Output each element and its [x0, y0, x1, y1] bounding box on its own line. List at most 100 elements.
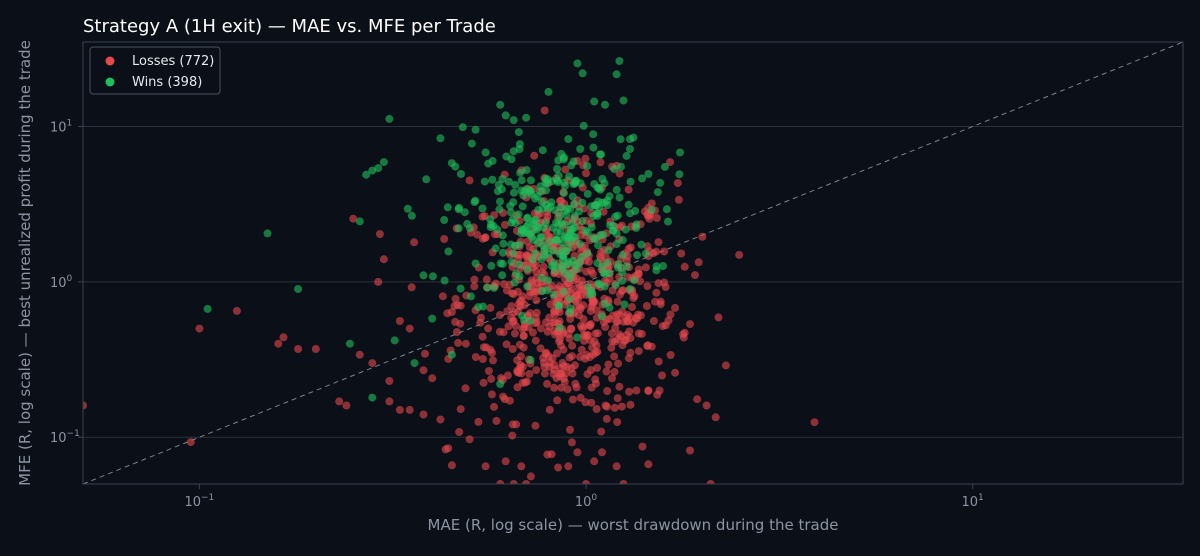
loss-point	[563, 385, 572, 394]
loss-point	[342, 401, 351, 410]
win-point	[571, 178, 580, 187]
win-point	[618, 250, 627, 259]
win-point	[528, 255, 537, 264]
loss-point	[571, 297, 580, 306]
win-point	[496, 100, 505, 109]
win-point	[626, 285, 635, 293]
loss-point	[671, 368, 680, 377]
scatter-points	[83, 57, 819, 484]
win-point	[443, 203, 452, 212]
win-point	[526, 355, 535, 364]
win-point	[531, 194, 540, 203]
win-point	[537, 255, 546, 264]
loss-point	[610, 403, 619, 412]
win-point	[483, 283, 492, 292]
loss-point	[691, 271, 699, 280]
win-point	[611, 281, 620, 290]
loss-point	[531, 421, 540, 430]
loss-point	[607, 343, 616, 352]
win-point	[614, 260, 623, 269]
loss-point	[613, 317, 622, 326]
win-point	[407, 211, 416, 220]
loss-point	[232, 306, 241, 315]
legend-marker-losses	[105, 56, 115, 66]
loss-point	[470, 275, 479, 284]
win-point	[436, 134, 445, 143]
loss-point	[443, 309, 452, 318]
loss-point	[355, 350, 364, 359]
win-point	[637, 240, 646, 249]
win-point	[543, 179, 552, 188]
loss-point	[626, 334, 635, 343]
win-point	[510, 278, 519, 287]
win-point	[504, 177, 513, 186]
plot-frame	[82, 41, 1184, 485]
loss-point	[410, 238, 419, 247]
win-point	[577, 253, 586, 262]
win-point	[595, 203, 604, 212]
loss-point	[602, 414, 611, 423]
loss-point	[536, 324, 545, 333]
win-point	[488, 156, 497, 165]
win-point	[662, 205, 671, 214]
win-point	[618, 268, 627, 277]
win-point	[471, 125, 480, 134]
win-point	[517, 229, 526, 238]
loss-point	[581, 154, 590, 163]
loss-point	[421, 349, 429, 358]
loss-point	[651, 297, 660, 306]
win-point	[497, 185, 506, 194]
win-point	[379, 158, 388, 167]
loss-point	[481, 462, 490, 471]
win-point	[555, 323, 564, 332]
loss-point	[477, 313, 485, 322]
loss-point	[619, 480, 628, 484]
loss-point	[626, 348, 635, 357]
loss-point	[623, 317, 632, 326]
win-point	[573, 59, 582, 68]
loss-point	[591, 375, 600, 384]
win-point	[659, 262, 667, 270]
win-point	[544, 87, 553, 96]
win-point	[564, 243, 573, 252]
win-point	[615, 193, 624, 202]
loss-point	[503, 371, 512, 380]
win-point	[675, 170, 684, 179]
loss-point	[654, 238, 663, 247]
loss-point	[540, 369, 549, 378]
loss-point	[810, 418, 819, 427]
loss-point	[582, 169, 590, 178]
win-point	[620, 300, 629, 309]
loss-point	[558, 358, 567, 367]
y-tick-exponent: 0	[67, 274, 73, 284]
loss-point	[335, 397, 344, 406]
loss-point	[540, 106, 549, 115]
loss-point	[580, 322, 589, 331]
loss-point	[555, 337, 564, 346]
loss-point	[548, 354, 557, 363]
x-tick-label: 101	[962, 493, 984, 510]
loss-point	[579, 315, 588, 324]
loss-point	[478, 212, 487, 221]
loss-point	[603, 402, 611, 411]
win-point	[591, 234, 600, 243]
win-point	[385, 114, 394, 123]
win-point	[428, 272, 437, 281]
loss-point	[470, 282, 479, 291]
win-point	[653, 188, 662, 197]
loss-point	[642, 302, 651, 310]
win-point	[455, 203, 463, 212]
win-point	[554, 301, 563, 310]
reference-diagonal-line	[82, 41, 1184, 485]
loss-point	[294, 345, 303, 353]
loss-point	[625, 387, 634, 396]
win-point	[539, 241, 548, 250]
loss-point	[502, 286, 511, 295]
win-point	[565, 274, 574, 283]
win-point	[565, 172, 574, 181]
win-point	[498, 231, 507, 240]
win-point	[488, 175, 497, 184]
loss-point	[598, 448, 606, 457]
win-point	[626, 145, 634, 153]
